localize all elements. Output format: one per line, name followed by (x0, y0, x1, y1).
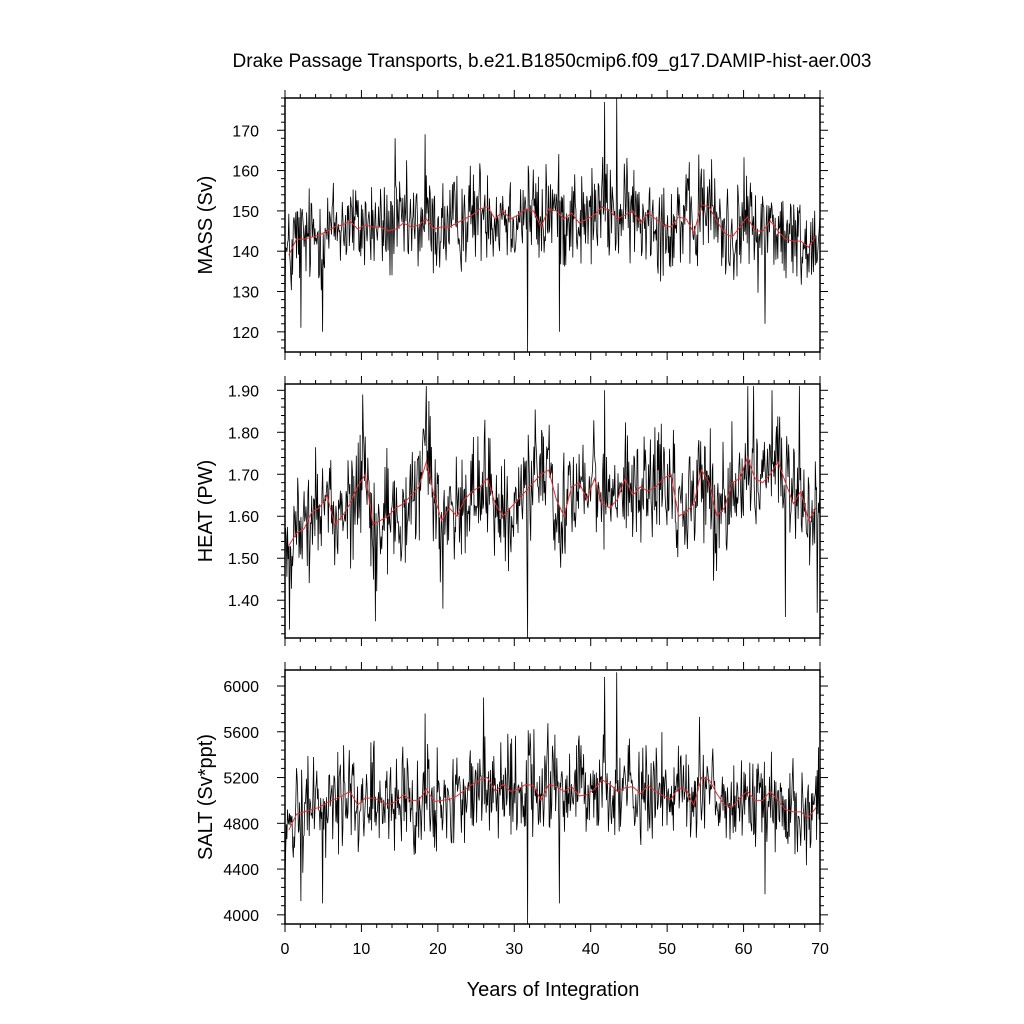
y-axis-label: HEAT (PW) (195, 460, 217, 563)
y-axis-label: SALT (Sv*ppt) (195, 734, 217, 860)
y-tick-label: 150 (232, 204, 259, 221)
y-tick-label: 1.90 (228, 383, 259, 400)
salt-annual-mean-line (288, 776, 817, 831)
y-tick-label: 4400 (223, 862, 259, 879)
x-tick-label: 20 (429, 941, 447, 958)
x-tick-label: 0 (281, 941, 290, 958)
y-tick-label: 5200 (223, 771, 259, 788)
salt-monthly-series-line (285, 672, 820, 924)
x-tick-label: 10 (353, 941, 371, 958)
x-axis-label: Years of Integration (467, 979, 640, 1001)
y-tick-label: 4800 (223, 816, 259, 833)
y-tick-label: 140 (232, 244, 259, 261)
y-tick-label: 160 (232, 164, 259, 181)
chart-title: Drake Passage Transports, b.e21.B1850cmi… (233, 51, 872, 72)
y-tick-label: 1.60 (228, 509, 259, 526)
x-tick-label: 40 (582, 941, 600, 958)
heat-plot-frame (284, 383, 821, 639)
heat-panel: 1.40 1.50 1.60 1.70 1.80 1.90 HEAT (PW) (195, 376, 828, 646)
mass-plot-frame (284, 97, 821, 353)
x-tick-label: 60 (735, 941, 753, 958)
y-tick-label: 1.50 (228, 551, 259, 568)
salt-panel: 0 10 20 30 40 50 60 70 4000 4400 4800 5200 5600 6000 S… (195, 662, 829, 958)
y-tick-label: 130 (232, 285, 259, 302)
heat-monthly-series-line (285, 386, 820, 638)
x-tick-label: 30 (505, 941, 523, 958)
y-tick-label: 4000 (223, 908, 259, 925)
heat-annual-mean-line (288, 456, 817, 546)
y-tick-label: 1.80 (228, 425, 259, 442)
x-tick-label: 70 (811, 941, 829, 958)
y-tick-label: 170 (232, 123, 259, 140)
y-tick-label: 120 (232, 325, 259, 342)
x-tick-label: 50 (658, 941, 676, 958)
y-tick-label: 1.70 (228, 467, 259, 484)
y-tick-label: 1.40 (228, 593, 259, 610)
y-axis-label: MASS (Sv) (195, 176, 217, 275)
mass-panel: 120 130 140 150 160 170 MASS (Sv) (195, 90, 828, 360)
y-tick-label: 6000 (223, 679, 259, 696)
mass-monthly-series-line (285, 98, 820, 352)
mass-annual-mean-line (288, 204, 817, 256)
y-tick-label: 5600 (223, 725, 259, 742)
